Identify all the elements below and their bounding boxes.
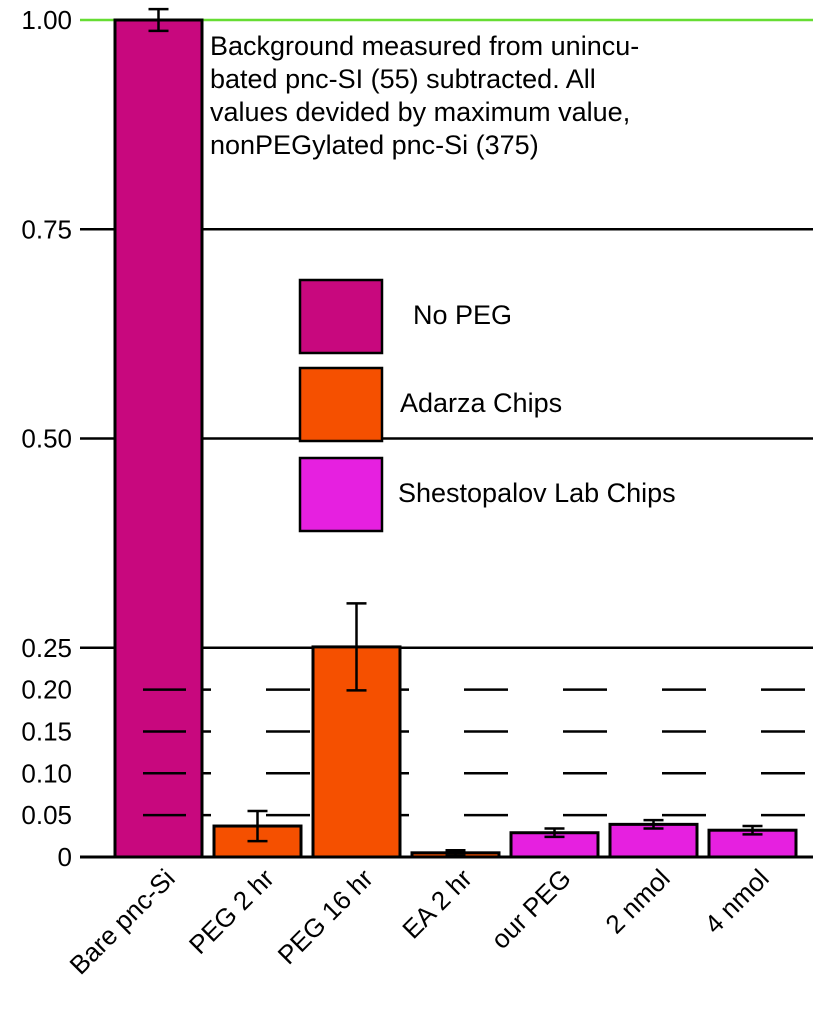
bar [311, 645, 402, 859]
x-tick-label: 2 nmol [599, 863, 675, 939]
x-tick-label: Bare pnc-Si [63, 863, 180, 980]
x-tick-label: 4 nmol [698, 863, 774, 939]
bar [113, 18, 204, 859]
x-tick-label: PEG 16 hr [272, 863, 379, 970]
y-tick-label: 0.25 [21, 633, 72, 663]
y-tick-label: 0.20 [21, 675, 72, 705]
legend-swatch [298, 366, 384, 443]
legend-swatch [298, 278, 384, 355]
y-tick-label: 1.00 [21, 5, 72, 35]
x-tick-label: our PEG [485, 863, 577, 955]
y-tick-label: 0.15 [21, 716, 72, 746]
y-tick-label: 0.50 [21, 424, 72, 454]
y-tick-label: 0.75 [21, 214, 72, 244]
legend-label: Shestopalov Lab Chips [398, 478, 676, 508]
annotation-text: bated pnc-SI (55) subtracted. All [210, 64, 596, 94]
legend-label: No PEG [413, 300, 512, 330]
y-tick-label: 0.10 [21, 758, 72, 788]
x-tick-label: EA 2 hr [396, 863, 478, 945]
annotation-text: Background measured from unincu- [210, 31, 639, 61]
y-tick-label: 0 [58, 842, 72, 872]
legend-swatch [298, 456, 384, 533]
annotation-text: nonPEGylated pnc-Si (375) [210, 130, 539, 160]
legend-label: Adarza Chips [400, 388, 562, 418]
x-tick-label: PEG 2 hr [183, 863, 280, 960]
annotation-text: values devided by maximum value, [210, 97, 630, 127]
y-tick-label: 0.05 [21, 800, 72, 830]
